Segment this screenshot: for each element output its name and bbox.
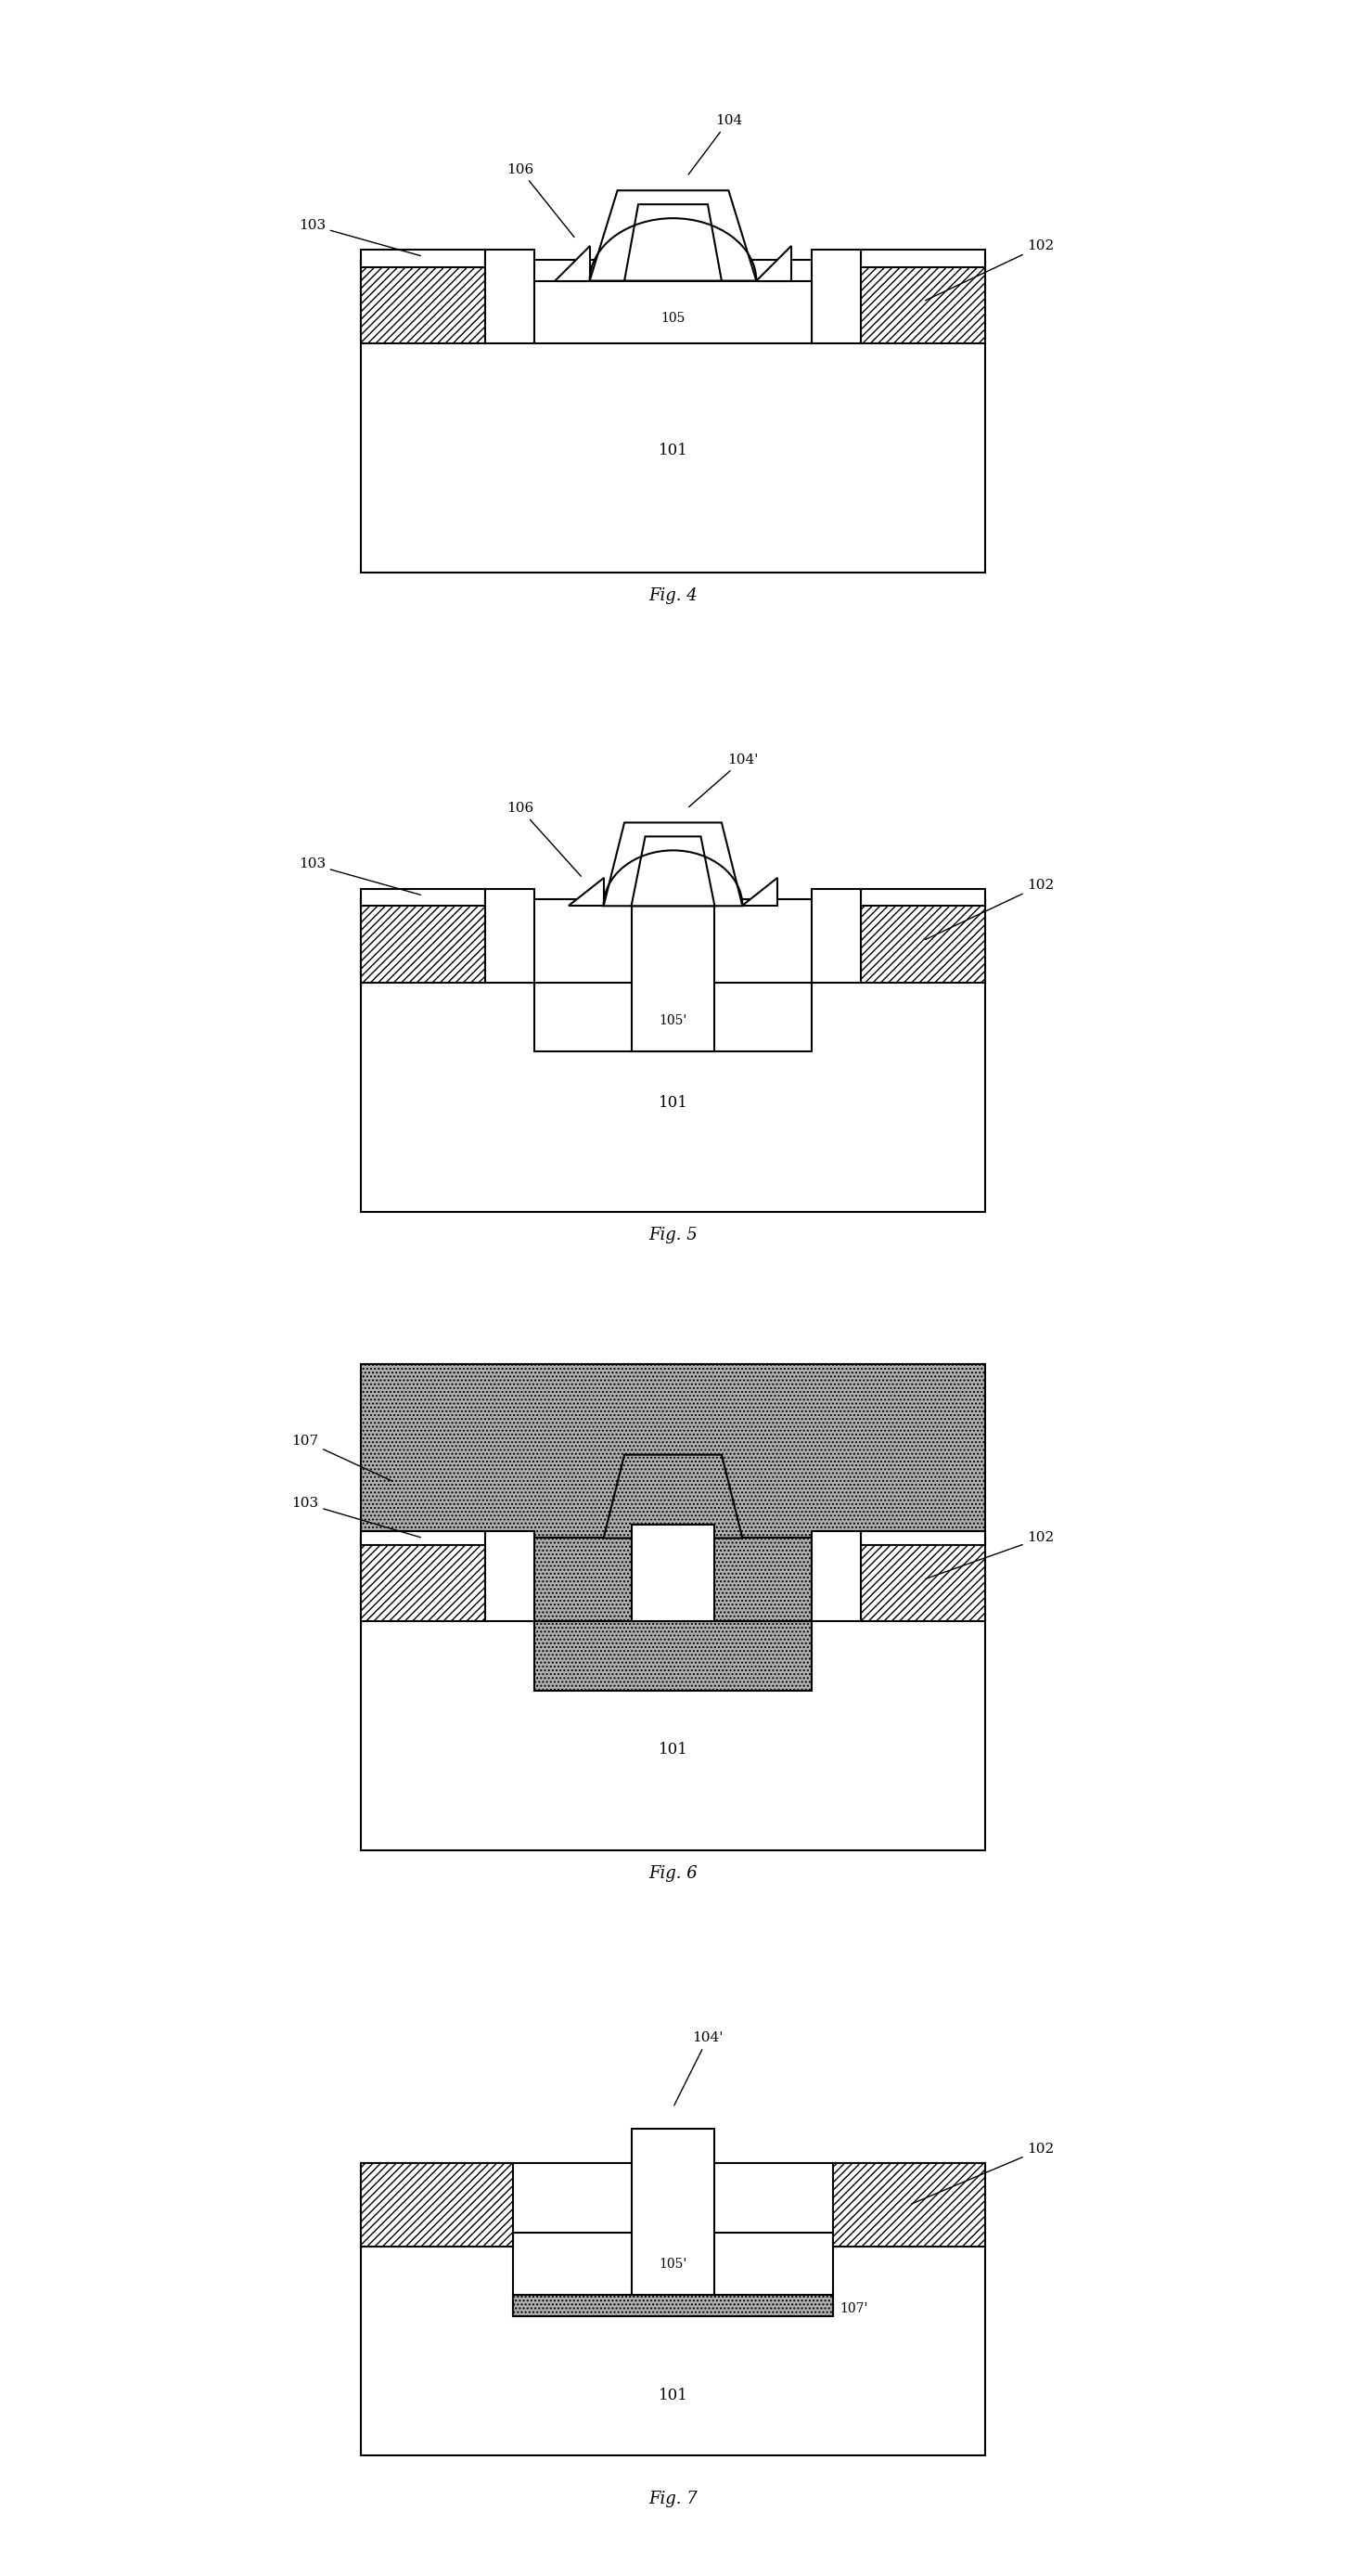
Text: 107': 107' [840, 2303, 868, 2316]
Text: 101: 101 [658, 2388, 688, 2403]
Text: 106: 106 [506, 162, 575, 237]
Text: Fig. 5: Fig. 5 [649, 1226, 697, 1244]
Text: 107: 107 [292, 1435, 393, 1481]
Text: 104': 104' [674, 2032, 723, 2105]
Polygon shape [569, 878, 603, 907]
Polygon shape [555, 247, 590, 281]
Bar [812, 889, 860, 981]
Text: 103: 103 [299, 219, 420, 255]
Bar [631, 1525, 715, 1620]
Text: 105: 105 [661, 312, 685, 325]
Bar [534, 281, 812, 343]
Bar [860, 889, 985, 907]
Bar [534, 1620, 812, 1690]
Bar [361, 1530, 486, 1546]
Text: 106: 106 [506, 801, 581, 876]
Bar [860, 1538, 985, 1620]
Bar [361, 1538, 486, 1620]
Polygon shape [631, 837, 715, 907]
Polygon shape [625, 204, 721, 281]
Bar [486, 250, 534, 343]
Bar [833, 2164, 985, 2246]
Bar [361, 260, 486, 343]
Bar [631, 2128, 715, 2295]
Bar [361, 1538, 985, 1850]
Bar [361, 250, 486, 268]
Text: 103: 103 [299, 858, 420, 894]
Polygon shape [590, 191, 756, 281]
Bar [860, 1530, 985, 1546]
Text: Fig. 7: Fig. 7 [649, 2491, 697, 2506]
Bar [361, 260, 985, 572]
Bar [631, 907, 715, 1051]
Text: 105': 105' [660, 2257, 686, 2269]
Text: 102: 102 [925, 878, 1055, 940]
Bar [486, 889, 534, 981]
Bar [361, 2164, 985, 2455]
Polygon shape [603, 1455, 743, 1538]
Text: 103: 103 [292, 1497, 420, 1538]
Text: 101: 101 [658, 1095, 688, 1110]
Bar [361, 2164, 513, 2246]
Bar [361, 899, 486, 981]
Polygon shape [756, 247, 791, 281]
Text: 101: 101 [658, 443, 688, 459]
Bar [513, 2233, 833, 2316]
Text: Fig. 4: Fig. 4 [649, 587, 697, 603]
Bar [812, 1530, 860, 1620]
Text: 104: 104 [688, 113, 742, 175]
Bar [534, 981, 812, 1051]
Bar [860, 260, 985, 343]
Bar [361, 899, 985, 1211]
Text: Fig. 6: Fig. 6 [649, 1865, 697, 1883]
Polygon shape [743, 878, 777, 907]
Text: 102: 102 [926, 1533, 1055, 1579]
Text: 101: 101 [658, 1741, 688, 1757]
Text: 102: 102 [911, 2143, 1055, 2205]
Text: 104': 104' [689, 755, 758, 806]
Bar [513, 2295, 833, 2316]
Bar [361, 889, 486, 907]
Bar [860, 899, 985, 981]
Bar [860, 250, 985, 268]
Bar [486, 1530, 534, 1620]
Bar [534, 1538, 812, 1620]
Text: 105': 105' [660, 1015, 686, 1028]
Bar [812, 250, 860, 343]
Polygon shape [603, 822, 743, 907]
Bar [361, 1365, 985, 1538]
Text: 102: 102 [925, 240, 1055, 301]
